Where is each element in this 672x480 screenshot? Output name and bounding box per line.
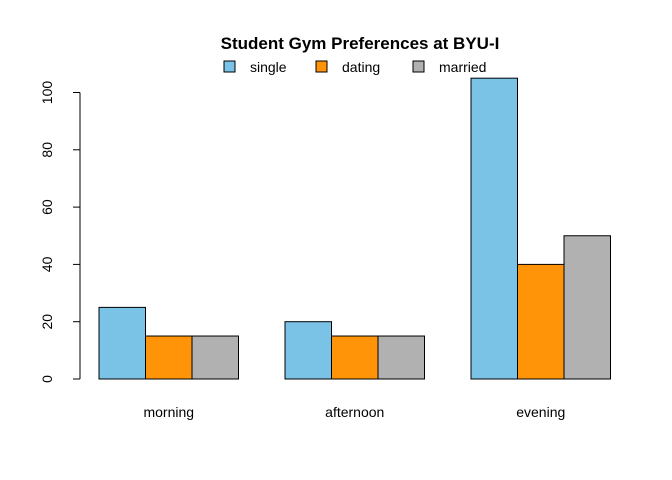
category-label-morning: morning <box>143 404 194 420</box>
category-label-afternoon: afternoon <box>325 404 384 420</box>
bar-dating-morning <box>145 335 193 380</box>
y-tick-label: 20 <box>39 314 55 330</box>
legend-swatch-single <box>223 60 236 73</box>
y-axis: 0 20 40 60 80 100 <box>39 81 81 383</box>
legend-swatch-married <box>412 60 425 73</box>
bar-married-afternoon <box>377 335 425 380</box>
category-label-evening: evening <box>516 404 565 420</box>
legend-label-married: married <box>439 59 486 75</box>
y-tick-label: 40 <box>39 256 55 272</box>
legend: single dating married <box>223 59 486 75</box>
chart-title: Student Gym Preferences at BYU-I <box>221 34 500 53</box>
legend-label-dating: dating <box>342 59 380 75</box>
bar-single-morning <box>98 306 146 380</box>
bar-dating-afternoon <box>331 335 379 380</box>
y-tick-label: 0 <box>39 375 55 383</box>
bar-single-evening <box>470 77 518 380</box>
category-labels: morning afternoon evening <box>143 404 565 420</box>
y-tick-label: 100 <box>39 81 55 105</box>
legend-swatch-dating <box>315 60 328 73</box>
y-tick-label: 80 <box>39 142 55 158</box>
y-tick-label: 60 <box>39 199 55 215</box>
bar-married-evening <box>563 235 611 380</box>
bar-dating-evening <box>517 263 565 380</box>
bars <box>98 77 611 380</box>
legend-label-single: single <box>250 59 287 75</box>
bar-married-morning <box>191 335 239 380</box>
bar-single-afternoon <box>284 321 332 380</box>
